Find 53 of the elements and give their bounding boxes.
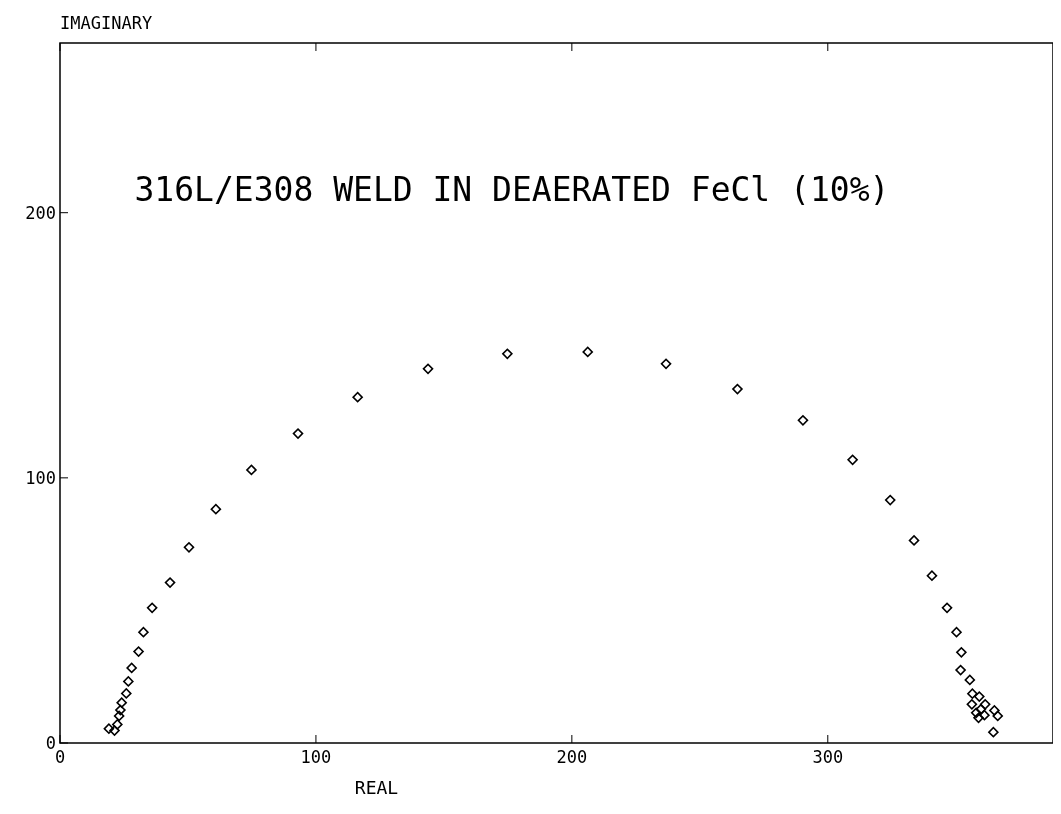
- point: [146, 602, 158, 614]
- point: [582, 346, 594, 358]
- point: [964, 674, 976, 686]
- text: 316L/E308 WELD IN DEAERATED FeCl (10%): [134, 169, 890, 209]
- y-tick-label: 0: [45, 733, 56, 753]
- point: [183, 542, 195, 553]
- y-tick-label: 100: [25, 467, 56, 488]
- point: [884, 494, 896, 506]
- point: [955, 664, 966, 676]
- point: [133, 646, 144, 657]
- point: [847, 454, 858, 466]
- point: [210, 503, 222, 515]
- point: [992, 710, 1004, 722]
- x-tick-label: 100: [300, 747, 332, 767]
- point: [973, 712, 984, 724]
- point: [970, 707, 982, 719]
- point: [979, 698, 991, 710]
- point: [109, 725, 120, 736]
- point: [732, 383, 743, 395]
- point: [292, 428, 304, 439]
- point: [926, 570, 938, 581]
- point: [103, 723, 115, 734]
- point: [120, 688, 132, 699]
- point: [352, 391, 363, 403]
- point: [797, 415, 809, 426]
- point: [956, 647, 967, 658]
- y-tick-label: 200: [25, 202, 56, 223]
- point: [116, 697, 127, 708]
- point: [112, 719, 123, 730]
- point: [941, 602, 953, 614]
- point: [951, 626, 962, 638]
- point: [246, 464, 257, 476]
- point: [973, 691, 985, 702]
- point: [123, 676, 134, 687]
- point: [126, 662, 137, 674]
- y-axis-title: IMAGINARY: [60, 13, 153, 33]
- point: [975, 704, 987, 715]
- x-axis-title: REAL: [354, 777, 399, 798]
- point: [138, 626, 149, 638]
- point: [966, 698, 978, 710]
- point: [115, 704, 126, 716]
- point: [422, 363, 434, 375]
- x-tick-label: 200: [556, 747, 588, 767]
- point: [988, 726, 999, 738]
- point: [502, 348, 513, 360]
- point: [908, 535, 920, 546]
- x-tick-label: 300: [812, 747, 844, 767]
- point: [660, 358, 672, 370]
- point: [979, 709, 990, 721]
- point: [989, 705, 1000, 716]
- point: [113, 710, 125, 722]
- point: [164, 577, 176, 588]
- point: [967, 688, 978, 699]
